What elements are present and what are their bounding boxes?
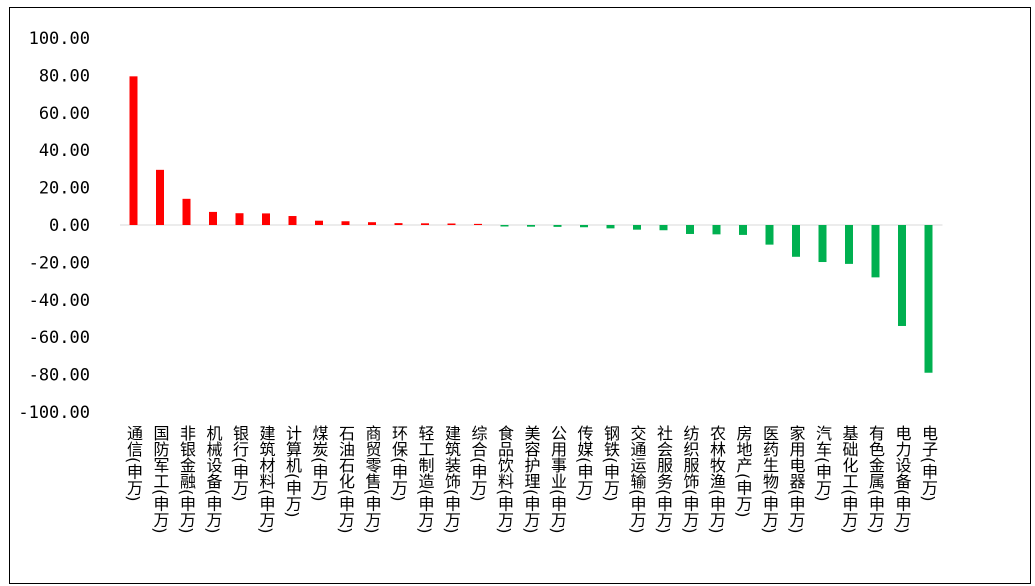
x-tick-label: 计算机(申万)	[283, 425, 302, 517]
bar	[368, 222, 376, 225]
x-tick-label: 钢铁(申万)	[601, 425, 620, 501]
x-tick-label: 农林牧渔(申万)	[707, 425, 726, 533]
y-tick-label: 20.00	[39, 179, 90, 199]
x-tick-label: 传媒(申万)	[575, 425, 594, 501]
bar	[156, 169, 164, 225]
x-tick-label: 轻工制造(申万)	[416, 425, 435, 533]
x-tick-label: 煤炭(申万)	[310, 425, 329, 501]
x-tick-label: 银行(申万)	[230, 425, 249, 501]
x-tick-label: 基础化工(申万)	[840, 425, 859, 533]
x-tick-label: 交通运输(申万)	[628, 425, 647, 533]
bar	[871, 225, 880, 278]
x-tick-label: 建筑装饰(申万)	[442, 425, 461, 533]
x-tick-label: 美容护理(申万)	[522, 425, 541, 533]
y-tick-label: -20.00	[29, 253, 90, 273]
x-tick-label: 社会服务(申万)	[654, 425, 673, 533]
x-tick-label: 家用电器(申万)	[787, 425, 806, 533]
x-tick-label: 电力设备(申万)	[893, 425, 912, 533]
chart-frame: 100.00 80.00 60.00 40.00 20.00 0.00 -20.00 -40.…	[9, 7, 1031, 584]
x-tick-label: 石油石化(申万)	[336, 425, 355, 533]
bar	[606, 225, 615, 229]
bar	[341, 221, 350, 225]
bar	[288, 216, 297, 225]
y-tick-label: 100.00	[29, 29, 90, 49]
x-axis-labels: 通信(申万) 国防军工(申万) 非银金融(申万) 机械设备(申万) 银行(申万) 建筑材料…	[124, 425, 938, 533]
x-tick-label: 通信(申万)	[124, 425, 143, 501]
y-tick-label: -80.00	[29, 366, 90, 386]
bar	[659, 225, 668, 231]
x-tick-label: 房地产(申万)	[734, 425, 753, 517]
bar	[739, 225, 747, 235]
bar	[580, 225, 588, 228]
y-tick-label: 60.00	[39, 104, 90, 124]
x-tick-label: 汽车(申万)	[813, 425, 832, 501]
bar	[818, 225, 827, 263]
y-tick-label: 80.00	[39, 66, 90, 86]
y-tick-label: -100.00	[18, 403, 90, 423]
x-tick-label: 非银金融(申万)	[177, 425, 196, 533]
y-tick-label: 40.00	[39, 141, 90, 161]
bar	[474, 223, 482, 225]
bar	[686, 225, 694, 234]
bar	[500, 225, 509, 227]
bar	[209, 211, 217, 225]
x-tick-label: 建筑材料(申万)	[257, 425, 276, 533]
bar	[182, 198, 191, 225]
bar	[765, 225, 774, 245]
bar	[262, 213, 270, 225]
bar	[447, 223, 456, 225]
bar	[527, 225, 535, 227]
bar-chart: 100.00 80.00 60.00 40.00 20.00 0.00 -20.00 -40.…	[18, 29, 943, 533]
y-tick-label: 0.00	[49, 216, 90, 236]
x-tick-label: 食品饮料(申万)	[495, 425, 514, 533]
bar	[129, 76, 138, 226]
x-tick-label: 环保(申万)	[389, 425, 408, 501]
x-tick-label: 公用事业(申万)	[548, 425, 567, 533]
x-tick-label: 纺织服饰(申万)	[681, 425, 700, 533]
bar	[845, 225, 853, 264]
bar-series	[129, 76, 933, 373]
bar	[235, 213, 244, 225]
y-axis: 100.00 80.00 60.00 40.00 20.00 0.00 -20.00 -40.…	[18, 29, 90, 423]
bar	[315, 220, 323, 225]
x-tick-label: 综合(申万)	[469, 425, 488, 501]
x-tick-label: 电子(申万)	[919, 425, 938, 501]
bar	[553, 225, 562, 227]
bar	[792, 225, 800, 257]
y-tick-label: -40.00	[29, 291, 90, 311]
x-tick-label: 国防军工(申万)	[151, 425, 170, 533]
x-tick-label: 机械设备(申万)	[204, 425, 223, 533]
x-tick-label: 商贸零售(申万)	[363, 425, 382, 533]
bar	[421, 223, 429, 225]
bar	[898, 225, 906, 326]
bar	[712, 225, 721, 235]
bar	[633, 225, 641, 230]
x-tick-label: 医药生物(申万)	[760, 425, 779, 533]
bar	[924, 225, 933, 373]
x-tick-label: 有色金属(申万)	[866, 425, 885, 533]
y-tick-label: -60.00	[29, 328, 90, 348]
bar	[394, 223, 403, 225]
